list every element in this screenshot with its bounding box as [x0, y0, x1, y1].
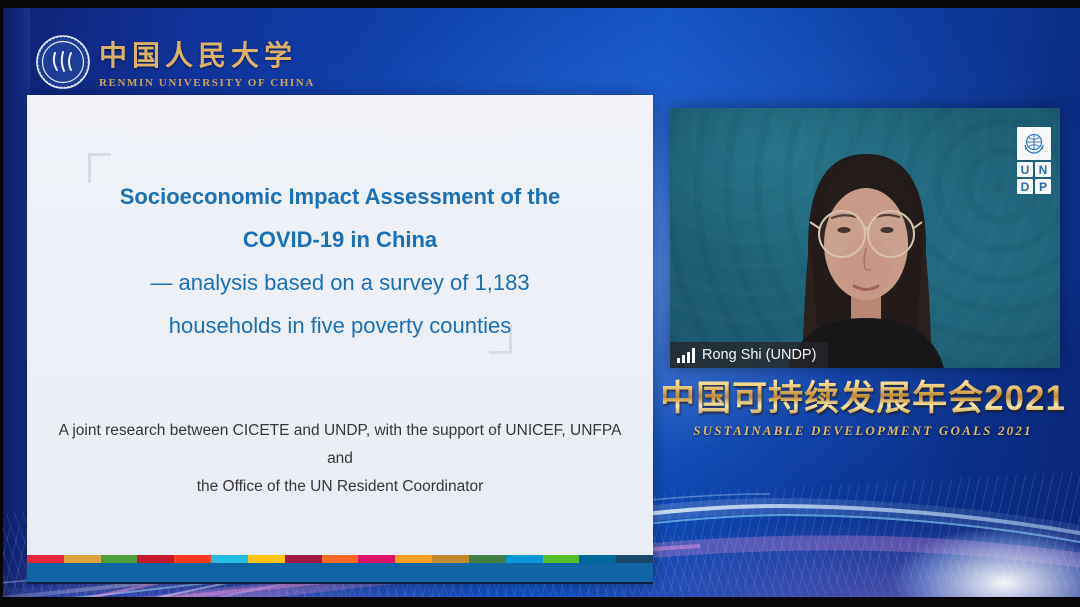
sdg-color-segment: [505, 555, 543, 563]
sdg-color-segment: [174, 555, 212, 563]
slide-title-line2: COVID-19 in China: [242, 227, 438, 252]
sdg-color-segment: [432, 555, 469, 563]
sdg-color-segment: [542, 555, 580, 563]
participant-name-bar: Rong Shi (UNDP): [670, 342, 828, 368]
sdg-color-strip: [27, 555, 654, 563]
slide-title-line1: Socioeconomic Impact Assessment of the: [119, 184, 561, 209]
slide-bottom-band: [27, 563, 653, 584]
event-banner: 中国可持续发展年会2021 SUSTAINABLE DEVELOPMENT GO…: [648, 370, 1078, 439]
renmin-university-seal-icon: [36, 34, 90, 89]
slide-credits-line1: A joint research between CICETE and UNDP…: [58, 422, 622, 467]
university-name-zh: 中国人民大学: [99, 41, 298, 72]
slide-credits: A joint research between CICETE and UNDP…: [55, 417, 625, 501]
sdg-color-segment: [100, 555, 138, 563]
slide-subtitle-line1: — analysis based on a survey of 1,183: [150, 270, 530, 295]
undp-letter: N: [1035, 162, 1051, 177]
undp-logo: U N D P: [1017, 127, 1051, 194]
speaker-video-feed[interactable]: U N D P Rong Shi (UNDP): [670, 108, 1060, 368]
undp-letter: U: [1017, 162, 1033, 177]
sdg-color-segment: [247, 555, 285, 563]
corner-bracket-icon: [489, 325, 512, 354]
letterbox-top: [0, 0, 1080, 8]
undp-letter: D: [1017, 179, 1033, 194]
letterbox-bottom: [0, 597, 1080, 607]
event-subtitle-en: SUSTAINABLE DEVELOPMENT GOALS 2021: [693, 423, 1033, 438]
slide-credits-line2: the Office of the UN Resident Coordinato…: [196, 478, 484, 495]
sdg-color-segment: [358, 555, 396, 563]
undp-letter: P: [1035, 179, 1051, 194]
sdg-color-segment: [579, 555, 617, 563]
sdg-color-segment: [284, 555, 322, 563]
letterbox-left: [0, 0, 3, 607]
corner-bracket-icon: [88, 153, 111, 183]
sdg-color-segment: [616, 555, 654, 563]
university-name-en: RENMIN UNIVERSITY OF CHINA: [99, 77, 315, 89]
sdg-color-segment: [63, 555, 101, 563]
speaker-portrait: [788, 154, 944, 368]
event-title-zh: 中国可持续发展年会2021: [648, 370, 1078, 421]
sdg-color-segment: [27, 555, 64, 563]
sdg-color-segment: [137, 555, 175, 563]
slide-subtitle-line2: households in five poverty counties: [168, 313, 512, 338]
participant-name: Rong Shi (UNDP): [702, 347, 817, 363]
sdg-color-segment: [395, 555, 433, 563]
sdg-color-segment: [321, 555, 359, 563]
un-emblem-icon: [1017, 127, 1051, 160]
undp-letters: U N D P: [1017, 162, 1051, 194]
slide-title: Socioeconomic Impact Assessment of the C…: [67, 175, 613, 347]
presentation-slide: Socioeconomic Impact Assessment of the C…: [27, 95, 654, 584]
sdg-color-segment: [211, 555, 248, 563]
university-header: 中国人民大学 RENMIN UNIVERSITY OF CHINA: [36, 34, 315, 89]
connection-signal-icon: [677, 347, 695, 363]
sdg-color-segment: [468, 555, 506, 563]
